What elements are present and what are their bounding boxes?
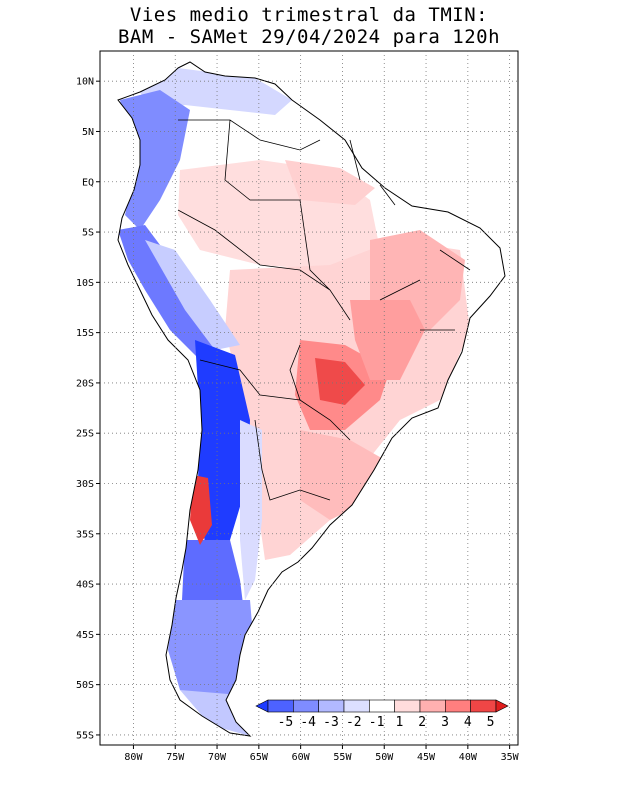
lat-tick-label: 55S	[76, 730, 94, 741]
colorbar-label: 4	[464, 715, 472, 730]
colorbar-box	[470, 699, 497, 713]
bias-patches	[118, 68, 470, 736]
colorbar-label: 3	[441, 715, 449, 730]
lat-tick-label: 10N	[76, 77, 94, 88]
map-title-line-2: BAM - SAMet 29/04/2024 para 120h	[117, 26, 501, 48]
lat-tick-label: 30S	[76, 479, 94, 490]
longitude-labels: 80W 75W 70W 65W 60W 55W 50W 45W 40W 35W	[124, 745, 520, 763]
cold-bias-colombia	[120, 90, 190, 230]
cold-bias-patagonia	[168, 600, 255, 710]
warm-bias-core	[315, 358, 365, 405]
warm-bias-se	[350, 300, 425, 380]
lat-tick-label: 50S	[76, 680, 94, 691]
lat-tick-label: EQ	[82, 177, 94, 188]
colorbar-label: 1	[395, 715, 403, 730]
lat-tick-label: 5S	[82, 228, 94, 239]
colorbar-box	[318, 699, 345, 713]
warm-bias-chile-spot	[190, 475, 212, 545]
colorbar-box	[343, 699, 370, 713]
lon-tick-label: 80W	[124, 752, 143, 763]
lat-tick-label: 25S	[76, 429, 94, 440]
lat-tick-label: 15S	[76, 328, 94, 339]
lat-tick-label: 10S	[76, 278, 94, 289]
lon-tick-label: 35W	[501, 752, 520, 763]
warm-bias-north	[285, 160, 375, 205]
cold-bias-andes-north	[118, 225, 220, 360]
colorbar-box	[293, 699, 319, 713]
lon-tick-label: 75W	[166, 752, 185, 763]
lon-tick-label: 55W	[333, 752, 352, 763]
lon-tick-label: 45W	[417, 752, 436, 763]
cold-bias-argentina-west	[240, 420, 262, 600]
land-area	[117, 61, 506, 737]
colorbar-label: -2	[346, 715, 362, 730]
colorbar-label: 5	[487, 715, 495, 730]
grid-lines	[100, 51, 518, 745]
colorbar-box	[419, 699, 446, 713]
lon-tick-label: 60W	[292, 752, 311, 763]
lat-tick-label: 45S	[76, 630, 94, 641]
lat-tick-label: 35S	[76, 529, 94, 540]
coastline	[117, 61, 506, 737]
colorbar-box	[267, 699, 294, 713]
colorbar-label: 2	[418, 715, 426, 730]
colorbar-label: -4	[300, 715, 316, 730]
country-borders	[177, 119, 471, 501]
latitude-labels: 10N 5N EQ 5S 10S 15S 20S 25S 30S 35S 40S 45S 50S 55S	[76, 77, 100, 741]
lat-tick-label: 5N	[82, 127, 94, 138]
colorbar-box	[445, 699, 471, 713]
map-title-line-1: Vies medio trimestral da TMIN:	[129, 4, 489, 26]
lon-tick-label: 70W	[208, 752, 227, 763]
lat-tick-label: 20S	[76, 378, 94, 389]
colorbar-label: -3	[323, 715, 339, 730]
colorbar-box	[394, 699, 421, 713]
cold-bias-peru-coast	[145, 240, 240, 350]
colorbar-box	[369, 699, 395, 713]
colorbar-label: -1	[369, 715, 385, 730]
colorbar: -5 -4 -3 -2 -1 1 2 3 4 5	[255, 699, 509, 730]
lat-tick-label: 40S	[76, 580, 94, 591]
lon-tick-label: 50W	[375, 752, 394, 763]
colorbar-high-arrow	[495, 699, 509, 713]
lon-tick-label: 40W	[459, 752, 478, 763]
colorbar-label: -5	[278, 715, 294, 730]
lon-tick-label: 65W	[250, 752, 269, 763]
